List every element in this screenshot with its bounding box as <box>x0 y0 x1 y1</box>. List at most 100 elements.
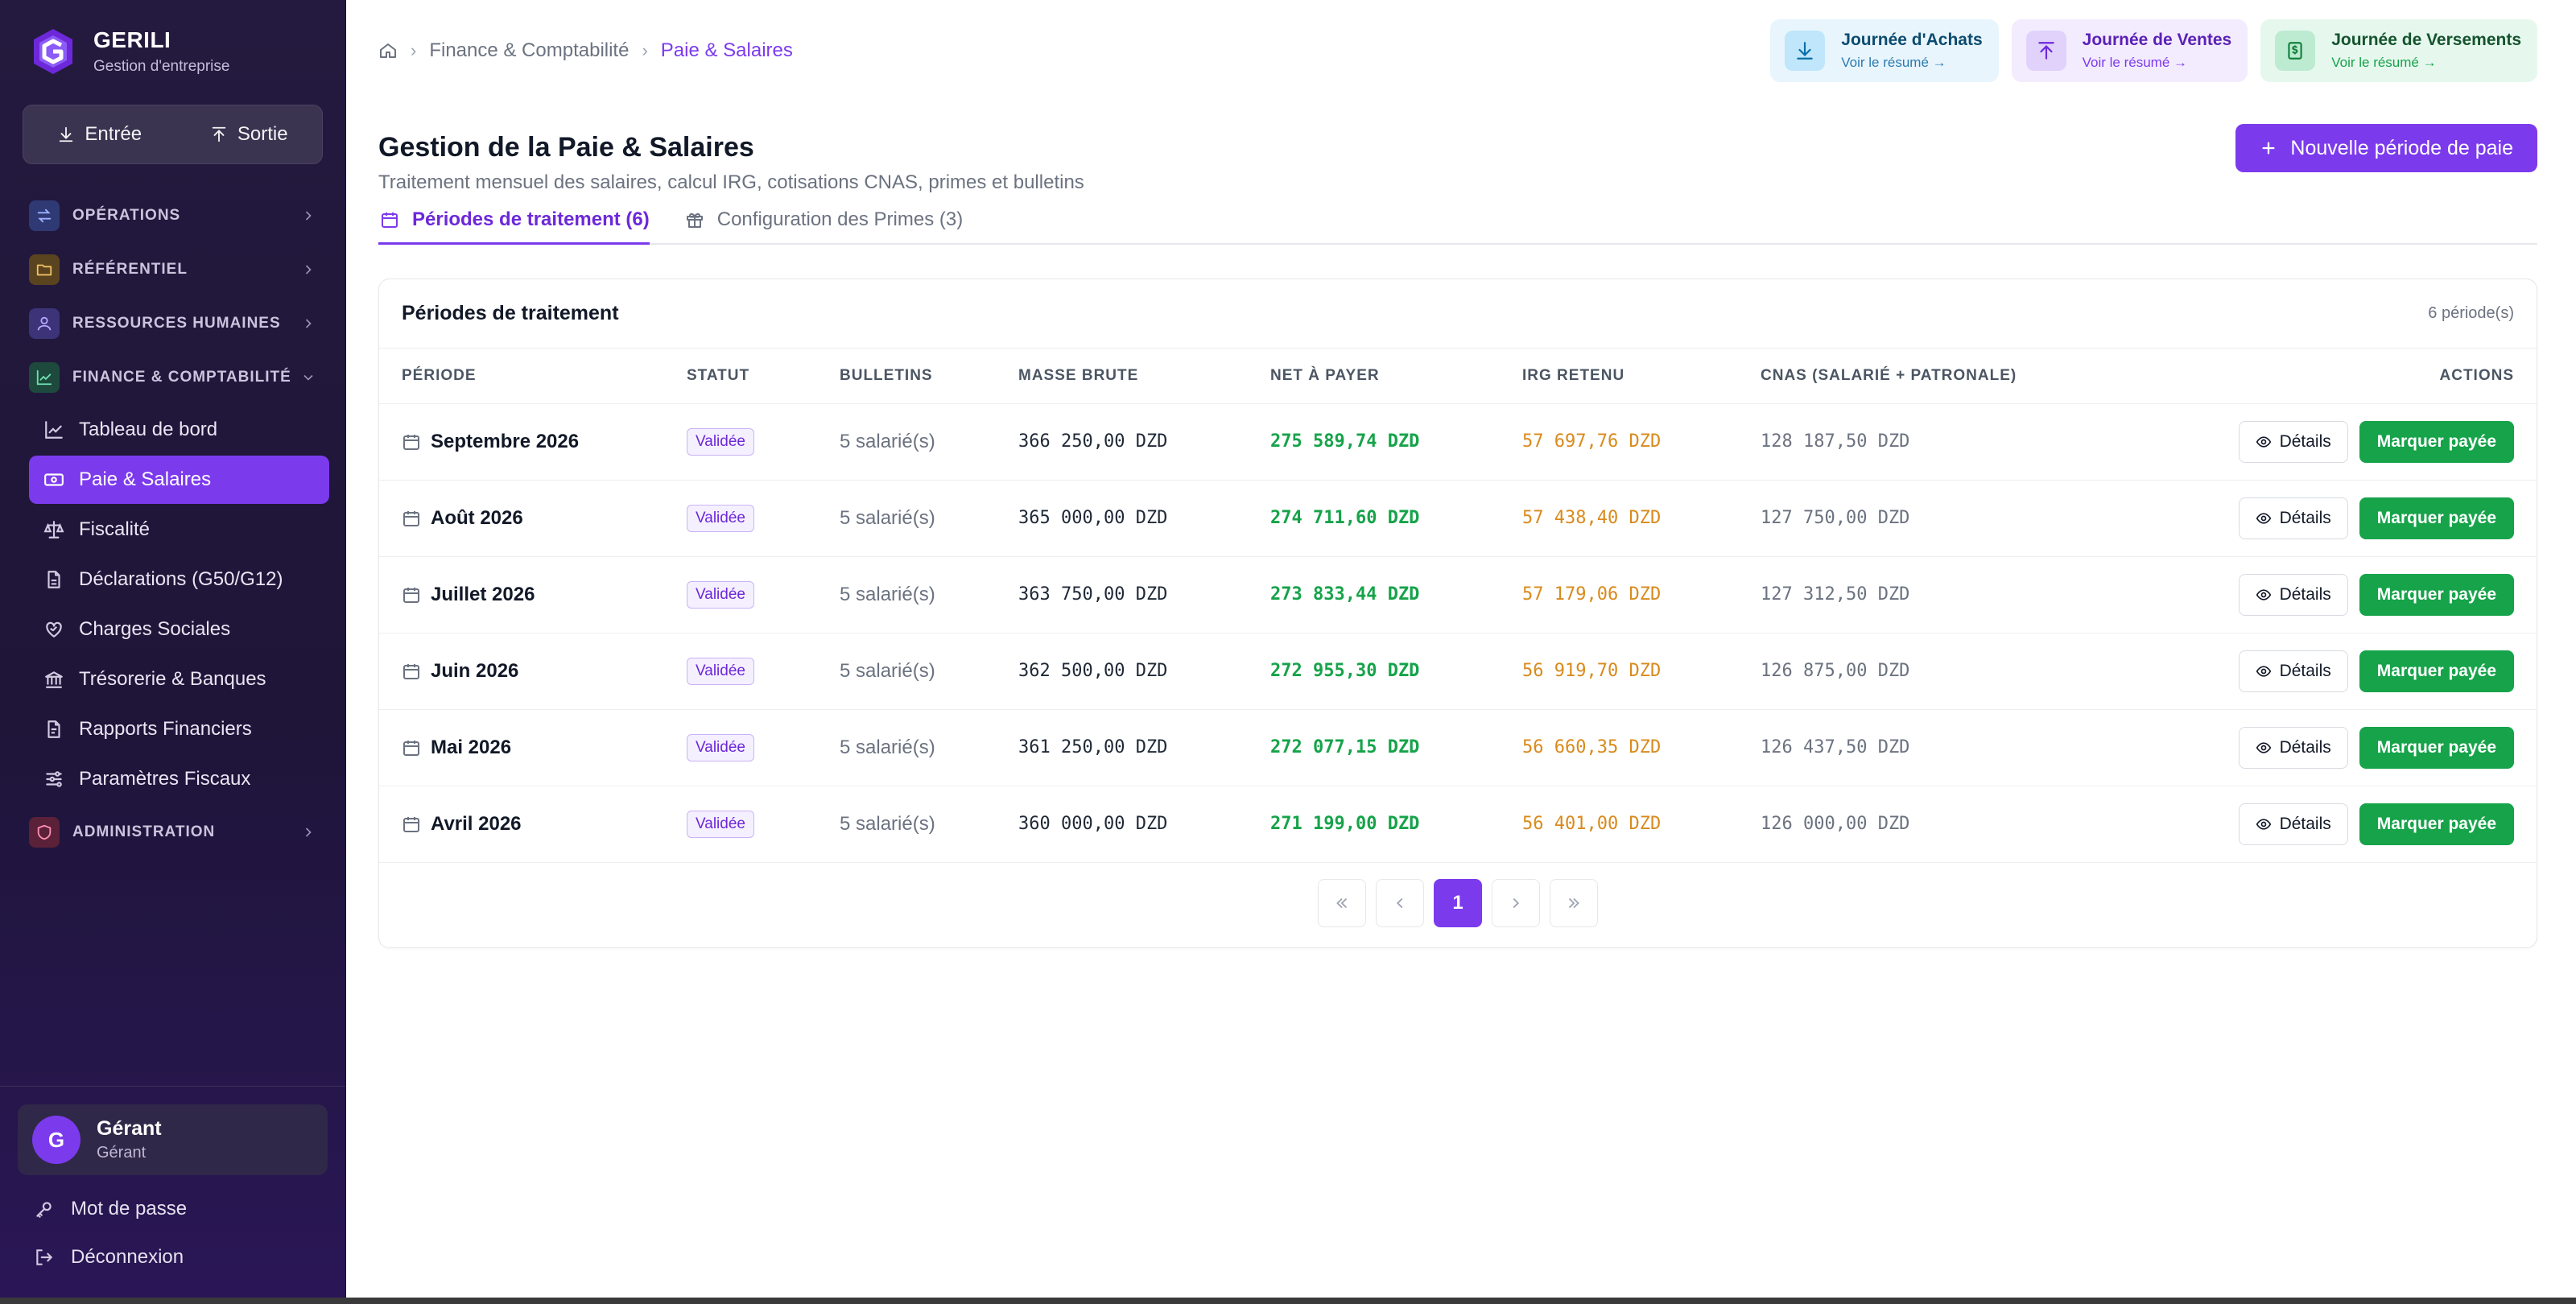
home-icon[interactable] <box>378 41 398 60</box>
masse-brute-cell: 366 250,00 DZD <box>1018 431 1168 452</box>
chevron-left-icon <box>1396 898 1403 908</box>
mark-paid-button[interactable]: Marquer payée <box>2359 497 2514 539</box>
key-icon <box>36 1202 52 1218</box>
details-button[interactable]: Détails <box>2238 726 2348 769</box>
column-header: IRG RETENU <box>1522 366 1625 384</box>
journal-subtitle: Voir le résumé → <box>1841 55 1946 70</box>
sidebar-item-tableau-de-bord[interactable]: Tableau de bord <box>29 406 329 454</box>
receipt-icon <box>2275 31 2316 71</box>
mark-paid-button[interactable]: Marquer payée <box>2359 726 2514 769</box>
column-header: MASSE BRUTE <box>1018 366 1139 384</box>
report-icon <box>47 720 60 738</box>
password-link[interactable]: Mot de passe <box>18 1185 328 1233</box>
irg-cell: 57 438,40 DZD <box>1522 508 1662 528</box>
user-role: Gérant <box>97 1144 147 1162</box>
details-label: Détails <box>2279 814 2331 833</box>
mark-paid-button[interactable]: Marquer payée <box>2359 650 2514 692</box>
status-badge: Validée <box>687 733 754 761</box>
file-text-icon <box>47 571 60 588</box>
status-badge: Validée <box>687 427 754 456</box>
chevron-right-icon: › <box>642 40 648 60</box>
sidebar-item-charges-sociales[interactable]: Charges Sociales <box>29 605 329 654</box>
page-button[interactable]: 1 <box>1434 878 1482 927</box>
period-name: Juillet 2026 <box>431 583 535 605</box>
logout-link[interactable]: Déconnexion <box>18 1233 328 1281</box>
line-chart-icon <box>45 421 63 439</box>
irg-cell: 56 401,00 DZD <box>1522 814 1662 834</box>
sidebar-item-parametres-fiscaux[interactable]: Paramètres Fiscaux <box>29 755 329 803</box>
user-icon <box>29 307 60 339</box>
details-button[interactable]: Détails <box>2238 573 2348 616</box>
user-card[interactable]: G Gérant Gérant <box>18 1104 328 1175</box>
sidebar-section-administration[interactable]: ADMINISTRATION <box>0 805 345 859</box>
brand[interactable]: GERILI Gestion d'entreprise <box>0 0 345 79</box>
details-label: Détails <box>2279 737 2331 757</box>
banknote-icon <box>44 473 64 486</box>
net-a-payer-cell: 272 955,30 DZD <box>1270 661 1420 681</box>
mark-paid-button[interactable]: Marquer payée <box>2359 803 2514 845</box>
sidebar-item-declarations[interactable]: Déclarations (G50/G12) <box>29 555 329 604</box>
sidebar-item-label: Paie & Salaires <box>79 468 212 490</box>
sidebar-item-fiscalite[interactable]: Fiscalité <box>29 506 329 554</box>
cnas-cell: 126 875,00 DZD <box>1761 661 1910 681</box>
sidebar-section-rh[interactable]: RESSOURCES HUMAINES <box>0 296 345 350</box>
new-button-label: Nouvelle période de paie <box>2290 136 2513 159</box>
sidebar-section-finance[interactable]: FINANCE & COMPTABILITÉ <box>0 350 345 404</box>
bulletins-cell: 5 salarié(s) <box>840 430 935 452</box>
irg-cell: 57 697,76 DZD <box>1522 431 1662 452</box>
calendar-icon <box>382 212 398 228</box>
sidebar-item-label: Fiscalité <box>79 518 151 540</box>
calendar-icon <box>403 663 419 679</box>
details-label: Détails <box>2279 661 2331 680</box>
scale-icon <box>43 521 64 539</box>
details-button[interactable]: Détails <box>2238 803 2348 845</box>
first-page-button[interactable] <box>1318 878 1366 927</box>
sortie-button[interactable]: Sortie <box>192 115 306 154</box>
new-payroll-period-button[interactable]: Nouvelle période de paie <box>2235 124 2537 172</box>
journal-versements-button[interactable]: Journée de Versements Voir le résumé → <box>2260 19 2537 82</box>
sidebar: GERILI Gestion d'entreprise Entrée Sorti… <box>0 0 346 1298</box>
masse-brute-cell: 360 000,00 DZD <box>1018 814 1168 834</box>
mark-paid-button[interactable]: Marquer payée <box>2359 420 2514 463</box>
column-header: PÉRIODE <box>402 366 477 384</box>
details-button[interactable]: Détails <box>2238 420 2348 463</box>
sidebar-section-referentiel[interactable]: RÉFÉRENTIEL <box>0 242 345 296</box>
period-name: Mai 2026 <box>431 736 512 758</box>
details-label: Détails <box>2279 584 2331 604</box>
sidebar-item-rapports[interactable]: Rapports Financiers <box>29 705 329 753</box>
masse-brute-cell: 365 000,00 DZD <box>1018 508 1168 528</box>
download-icon <box>1785 31 1826 71</box>
chevron-right-icon <box>305 210 312 221</box>
sidebar-item-tresorerie[interactable]: Trésorerie & Banques <box>29 655 329 704</box>
tab-periodes[interactable]: Périodes de traitement (6) <box>378 196 650 245</box>
page-header: Gestion de la Paie & Salaires Traitement… <box>346 101 2576 193</box>
sidebar-item-label: Rapports Financiers <box>79 718 252 740</box>
sidebar-item-label: Tableau de bord <box>79 419 218 440</box>
plus-icon <box>2262 142 2275 155</box>
breadcrumb-parent[interactable]: Finance & Comptabilité <box>429 39 630 61</box>
details-button[interactable]: Détails <box>2238 497 2348 539</box>
tab-configuration-primes[interactable]: Configuration des Primes (3) <box>683 196 963 245</box>
table-row: Avril 2026 Validée 5 salarié(s) 360 000,… <box>379 786 2537 862</box>
next-page-button[interactable] <box>1492 878 1540 927</box>
previous-page-button[interactable] <box>1376 878 1424 927</box>
journal-achats-button[interactable]: Journée d'Achats Voir le résumé → <box>1770 19 1999 82</box>
last-page-button[interactable] <box>1550 878 1598 927</box>
journal-ventes-button[interactable]: Journée de Ventes Voir le résumé → <box>2011 19 2248 82</box>
details-button[interactable]: Détails <box>2238 650 2348 692</box>
arrows-icon <box>29 200 60 231</box>
bank-icon <box>45 671 63 688</box>
sidebar-section-label: OPÉRATIONS <box>72 206 181 224</box>
table-row: Septembre 2026 Validée 5 salarié(s) 366 … <box>379 403 2537 480</box>
heart-handshake-icon <box>46 621 62 638</box>
bulletins-cell: 5 salarié(s) <box>840 736 935 758</box>
sidebar-item-paie-salaires[interactable]: Paie & Salaires <box>29 456 329 504</box>
entree-button[interactable]: Entrée <box>39 115 159 154</box>
sidebar-nav: OPÉRATIONS RÉFÉRENTIEL RESSOURCES HUMAIN… <box>0 188 345 1086</box>
logo-icon <box>34 29 72 74</box>
column-header: CNAS (SALARIÉ + PATRONALE) <box>1761 366 2017 384</box>
user-name: Gérant <box>97 1117 162 1140</box>
sidebar-section-operations[interactable]: OPÉRATIONS <box>0 188 345 242</box>
cnas-cell: 126 437,50 DZD <box>1761 737 1910 757</box>
mark-paid-button[interactable]: Marquer payée <box>2359 573 2514 616</box>
